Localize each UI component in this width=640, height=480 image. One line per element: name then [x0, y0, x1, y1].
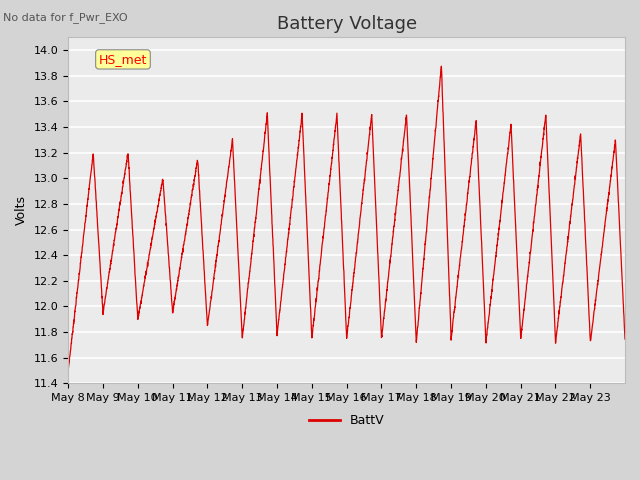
Title: Battery Voltage: Battery Voltage	[276, 15, 417, 33]
Text: No data for f_Pwr_EXO: No data for f_Pwr_EXO	[3, 12, 128, 23]
Y-axis label: Volts: Volts	[15, 195, 28, 225]
Text: HS_met: HS_met	[99, 53, 147, 66]
Legend: BattV: BattV	[303, 409, 390, 432]
